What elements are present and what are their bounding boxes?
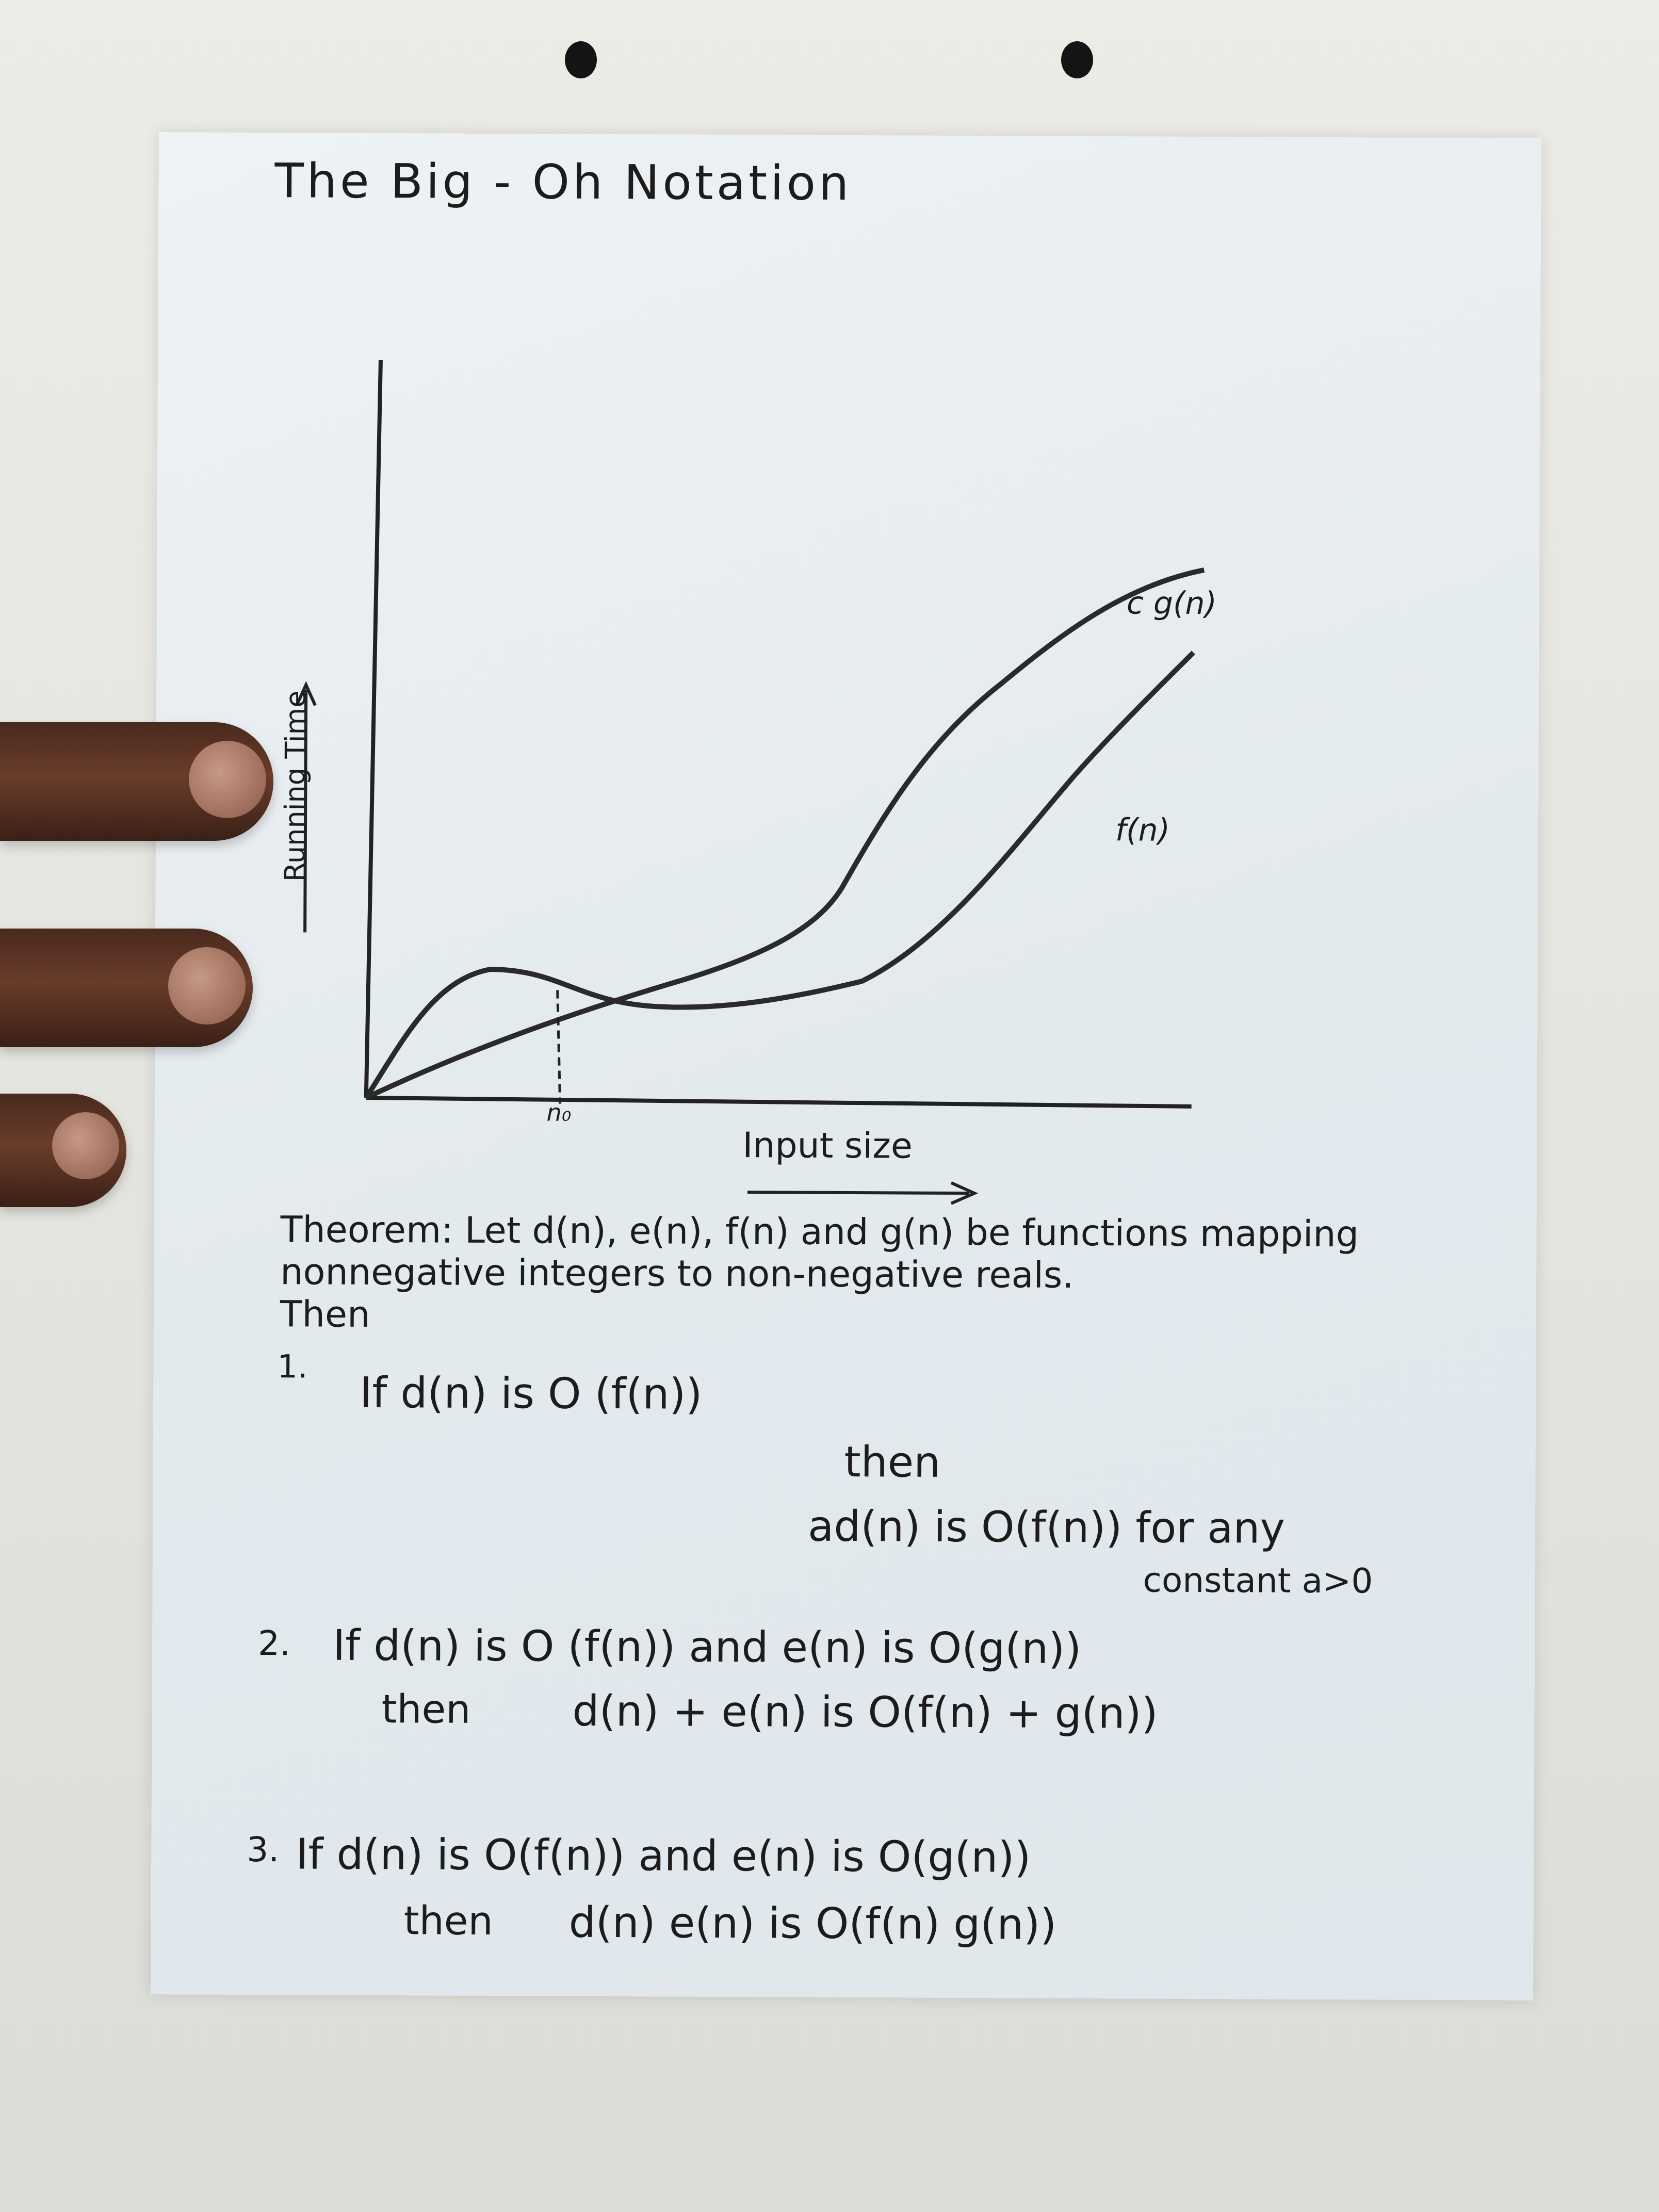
finger-bottom (0, 1094, 126, 1207)
y-axis-label: Running Time (279, 690, 312, 882)
finger-middle (0, 929, 253, 1047)
x-axis (366, 1095, 1192, 1109)
rule2-result: d(n) + e(n) is O(f(n) + g(n)) (572, 1686, 1158, 1738)
big-oh-graph (295, 360, 1205, 1205)
theorem-block: Theorem: Let d(n), e(n), f(n) and g(n) b… (280, 1208, 1446, 1340)
y-axis (364, 360, 383, 1098)
fingernail (189, 741, 266, 818)
rule3-condition: If d(n) is O(f(n)) and e(n) is O(g(n)) (296, 1830, 1031, 1882)
f-curve-label: f(n) (1115, 812, 1170, 849)
cg-curve (365, 567, 1205, 1100)
x-arrow-shaft (747, 1191, 969, 1195)
theorem-heading: Theorem: (280, 1208, 453, 1251)
y-arrow-shaft (303, 690, 308, 933)
rule2-then: then (381, 1686, 471, 1732)
cg-curve-label: c g(n) (1126, 585, 1217, 622)
finger-top (0, 722, 273, 841)
rule1-then: then (844, 1437, 941, 1487)
rule1-number: 1. (277, 1347, 308, 1386)
rule3-number: 3. (247, 1829, 280, 1870)
rule3-then: then (403, 1897, 493, 1944)
f-curve (364, 650, 1196, 1099)
theorem-then: Then (280, 1293, 370, 1336)
punch-hole-right (1061, 41, 1093, 78)
y-arrow-head (295, 681, 317, 706)
rule2-condition: If d(n) is O (f(n)) and e(n) is O(g(n)) (332, 1621, 1082, 1674)
fingernail (52, 1112, 119, 1179)
x-axis-label: Input size (742, 1125, 913, 1167)
fingernail (168, 947, 246, 1024)
rule1-constant: constant a>0 (1143, 1560, 1373, 1601)
rule2-number: 2. (257, 1623, 291, 1664)
n0-dashed-line (556, 990, 562, 1104)
n0-label: n₀ (546, 1098, 572, 1127)
x-arrow-head (950, 1181, 979, 1205)
rule1-result: ad(n) is O(f(n)) for any (807, 1502, 1286, 1553)
rule3-result: d(n) e(n) is O(f(n) g(n)) (568, 1898, 1057, 1949)
rule1-condition: If d(n) is O (f(n)) (360, 1368, 703, 1419)
punch-hole-left (565, 41, 597, 78)
paper-sheet: The Big - Oh Notation Running Time Input… (151, 132, 1541, 2000)
